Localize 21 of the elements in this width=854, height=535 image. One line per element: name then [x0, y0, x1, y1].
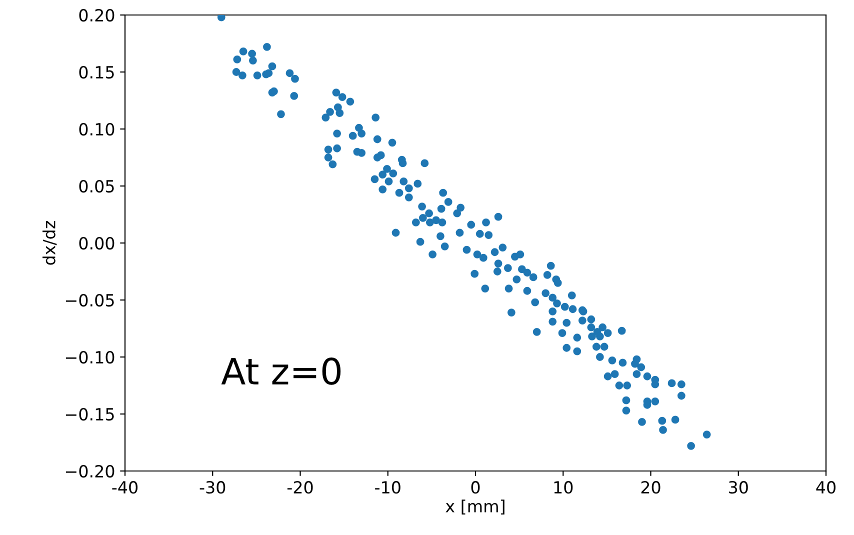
y-tick-label: 0.00 [79, 236, 114, 250]
annotation: At z=0 [221, 358, 341, 385]
y-tick-label: −0.20 [66, 464, 114, 478]
y-tick-label: 0.05 [79, 180, 114, 193]
x-tick-label: 30 [729, 481, 748, 494]
y-tick-label: −0.05 [66, 294, 114, 307]
x-axis-title: x [mm] [446, 500, 504, 514]
y-axis-title: dx/dz [42, 221, 57, 265]
x-tick-label: -40 [112, 481, 138, 494]
x-tick-label: -10 [375, 481, 400, 494]
y-tick-label: −0.15 [66, 408, 114, 421]
y-tick-label: 0.10 [79, 122, 114, 136]
y-tick-label: −0.10 [66, 350, 114, 364]
x-tick-label: 10 [554, 481, 573, 494]
x-tick-label: -30 [200, 481, 226, 494]
x-tick-label: 0 [471, 481, 480, 494]
x-tick-label: 20 [641, 481, 660, 494]
x-tick-label: -20 [287, 481, 313, 494]
y-tick-label: 0.20 [79, 8, 114, 22]
y-tick-label: 0.15 [79, 66, 114, 79]
x-tick-label: 40 [816, 481, 836, 494]
